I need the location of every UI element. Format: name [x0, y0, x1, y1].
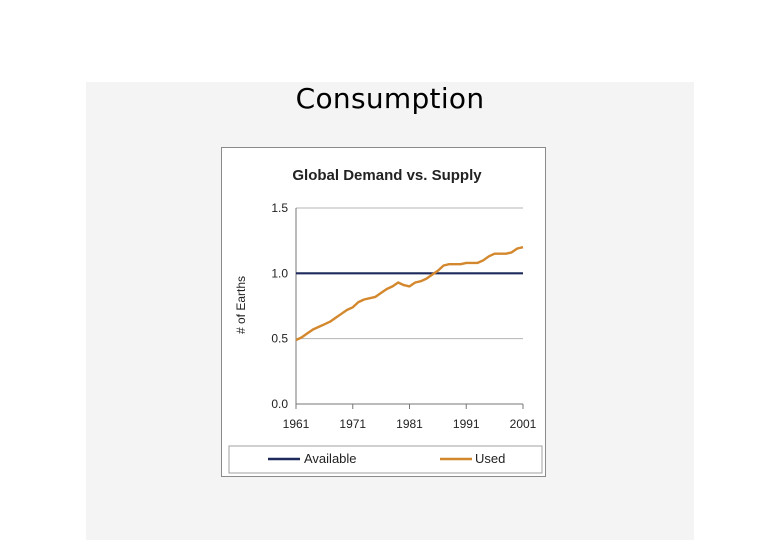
y-tick-label: 1.0: [271, 266, 288, 280]
chart-container: Global Demand vs. Supply 0.0 0.5 1.0 1.5 196…: [221, 147, 546, 477]
y-tick-label: 0.0: [271, 397, 288, 411]
legend-label-available: Available: [304, 451, 357, 466]
slide-title: Consumption: [295, 82, 485, 115]
series-layer: [295, 246, 524, 342]
chart-legend: Available Used: [228, 445, 543, 474]
y-axis-title: # of Earths: [234, 276, 248, 334]
y-tick-label: 1.5: [271, 201, 288, 215]
chart-title: Global Demand vs. Supply: [292, 167, 482, 184]
axis-layer: 0.0 0.5 1.0 1.5 1961 1971 1981 1991 2001: [271, 201, 536, 431]
x-tick-label: 1961: [283, 417, 310, 431]
legend-label-used: Used: [475, 451, 505, 466]
x-tick-label: 2001: [510, 417, 537, 431]
y-tick-label: 0.5: [271, 332, 288, 346]
x-tick-label: 1971: [339, 417, 366, 431]
series-line-used: [295, 246, 524, 342]
x-tick-label: 1981: [396, 417, 423, 431]
x-tick-label: 1991: [453, 417, 480, 431]
chart-svg: Global Demand vs. Supply 0.0 0.5 1.0 1.5 196…: [228, 167, 543, 474]
